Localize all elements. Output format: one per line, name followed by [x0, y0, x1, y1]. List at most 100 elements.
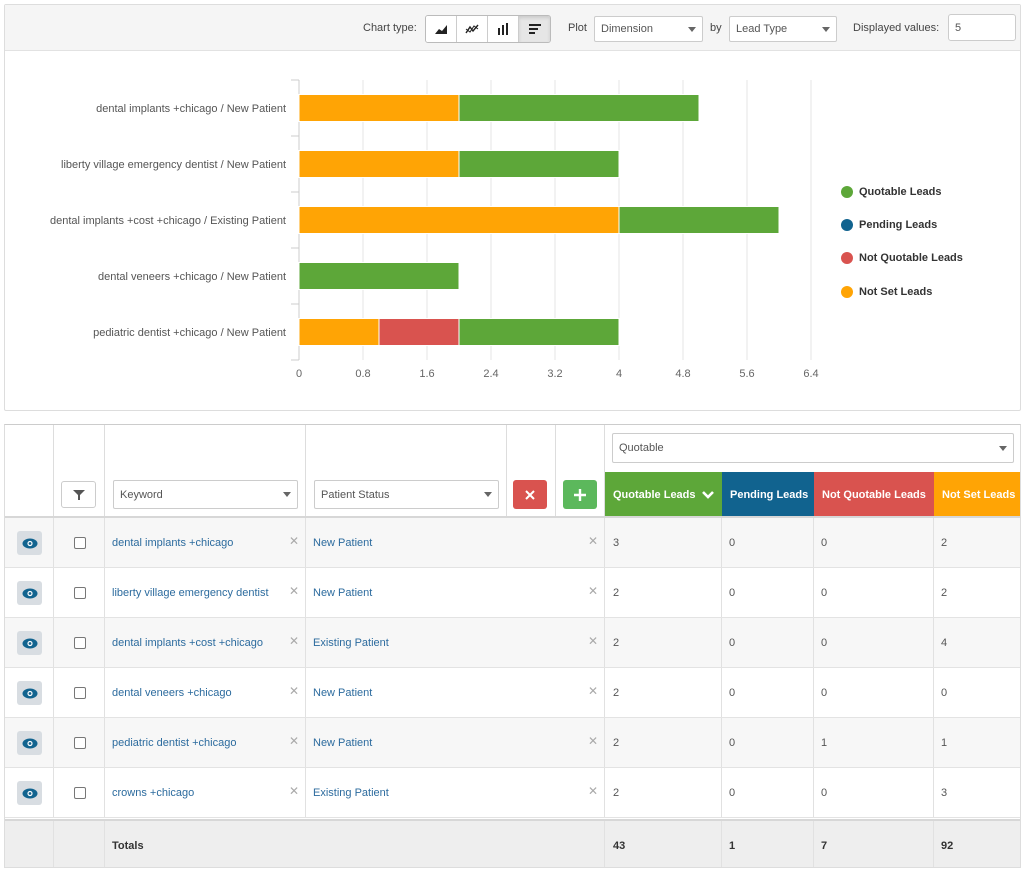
bar-segment[interactable]: [458, 318, 620, 346]
quotable-value: 2: [613, 687, 620, 699]
patient-status-link[interactable]: New Patient: [313, 737, 373, 749]
header-not-quotable-leads[interactable]: Not Quotable Leads: [814, 472, 934, 517]
row-checkbox[interactable]: [74, 537, 86, 549]
clear-keyword-icon[interactable]: ✕: [289, 634, 300, 648]
patient-status-link[interactable]: Existing Patient: [313, 787, 389, 799]
keyword-link[interactable]: dental implants +cost +chicago: [112, 637, 264, 649]
legend-label-quotable: Quotable Leads: [859, 185, 942, 198]
row-checkbox[interactable]: [74, 737, 86, 749]
bar-segment[interactable]: [378, 318, 460, 346]
keyword-link[interactable]: liberty village emergency dentist: [112, 587, 269, 599]
x-tick-label: 4: [616, 368, 622, 380]
pending-value: 0: [729, 537, 736, 549]
header-pending-leads[interactable]: Pending Leads: [722, 472, 814, 517]
filter-button[interactable]: [61, 481, 96, 508]
column-chart-button[interactable]: [488, 16, 519, 42]
quotable-value: 3: [613, 537, 620, 549]
patient-status-select[interactable]: Patient Status: [314, 480, 499, 509]
header-quotable-leads[interactable]: Quotable Leads: [605, 472, 722, 517]
line-chart-button[interactable]: [457, 16, 488, 42]
totals-row: Totals 43 1 7 92: [5, 819, 1020, 867]
plus-icon: [574, 488, 586, 501]
close-icon: [525, 489, 535, 500]
metric-group-select[interactable]: Quotable: [612, 433, 1014, 463]
keyword-select-value: Keyword: [120, 488, 163, 501]
bar-segment[interactable]: [618, 206, 780, 234]
chevron-down-icon: [283, 492, 291, 497]
group-by-select[interactable]: Lead Type: [729, 16, 837, 42]
chart-panel: Chart type: Plot Dimension by Lead Type: [4, 4, 1021, 411]
bar-segment[interactable]: [458, 150, 620, 178]
view-details-button[interactable]: [17, 731, 42, 755]
displayed-values-label: Displayed values:: [853, 22, 940, 34]
keyword-link[interactable]: dental veneers +chicago: [112, 687, 232, 699]
column-chart-icon: [498, 23, 508, 35]
view-details-button[interactable]: [17, 631, 42, 655]
remove-dimension-button[interactable]: [513, 480, 547, 509]
legend-item-quotable[interactable]: Quotable Leads: [841, 175, 963, 208]
patient-status-link[interactable]: New Patient: [313, 587, 373, 599]
keyword-link[interactable]: pediatric dentist +chicago: [112, 737, 237, 749]
clear-keyword-icon[interactable]: ✕: [289, 734, 300, 748]
by-label: by: [710, 22, 722, 34]
clear-status-icon[interactable]: ✕: [588, 684, 599, 698]
eye-icon: [22, 638, 38, 649]
view-details-button[interactable]: [17, 531, 42, 555]
clear-keyword-icon[interactable]: ✕: [289, 584, 300, 598]
patient-status-link[interactable]: New Patient: [313, 687, 373, 699]
patient-status-link[interactable]: New Patient: [313, 537, 373, 549]
displayed-values-input[interactable]: 5: [948, 14, 1016, 41]
area-chart-button[interactable]: [426, 16, 457, 42]
clear-status-icon[interactable]: ✕: [588, 734, 599, 748]
bar-segment[interactable]: [298, 150, 460, 178]
chart-toolbar: Chart type: Plot Dimension by Lead Type: [5, 5, 1020, 51]
bar-segment[interactable]: [298, 206, 620, 234]
table-row: liberty village emergency dentist ✕ New Pa…: [5, 568, 1020, 618]
clear-keyword-icon[interactable]: ✕: [289, 684, 300, 698]
keyword-select[interactable]: Keyword: [113, 480, 298, 509]
chart-type-button-group: [425, 15, 551, 43]
header-not-set-label: Not Set Leads: [942, 488, 1016, 501]
line-chart-icon: [465, 24, 479, 34]
row-checkbox[interactable]: [74, 587, 86, 599]
clear-keyword-icon[interactable]: ✕: [289, 784, 300, 798]
chevron-down-icon: [999, 445, 1007, 451]
not-set-value: 4: [941, 637, 948, 649]
legend-item-pending[interactable]: Pending Leads: [841, 208, 963, 241]
view-details-button[interactable]: [17, 681, 42, 705]
legend-item-not-quotable[interactable]: Not Quotable Leads: [841, 242, 963, 275]
row-checkbox[interactable]: [74, 787, 86, 799]
clear-status-icon[interactable]: ✕: [588, 534, 599, 548]
bar-segment[interactable]: [298, 318, 380, 346]
header-not-set-leads[interactable]: Not Set Leads: [934, 472, 1020, 517]
keyword-link[interactable]: crowns +chicago: [112, 787, 195, 799]
bar-chart-icon: [528, 24, 541, 34]
x-tick-label: 1.6: [419, 368, 434, 380]
legend-item-not-set[interactable]: Not Set Leads: [841, 275, 963, 308]
row-checkbox[interactable]: [74, 687, 86, 699]
legend-label-not-set: Not Set Leads: [859, 285, 933, 298]
sort-desc-icon: [701, 490, 714, 499]
stacked-bar-chart: 0 0.8 1.6 2.4 3.2 4 4.8 5.6 6.4 dental implants +…: [50, 79, 819, 380]
keyword-link[interactable]: dental implants +chicago: [112, 537, 234, 549]
clear-status-icon[interactable]: ✕: [588, 784, 599, 798]
not-quotable-value: 0: [821, 637, 828, 649]
view-details-button[interactable]: [17, 581, 42, 605]
bar-segment[interactable]: [458, 94, 700, 122]
legend-dot-pending: [841, 218, 853, 231]
clear-keyword-icon[interactable]: ✕: [289, 534, 300, 548]
row-checkbox[interactable]: [74, 637, 86, 649]
plot-select-value: Dimension: [601, 23, 653, 35]
plot-select[interactable]: Dimension: [594, 16, 703, 42]
bar-chart-button[interactable]: [519, 16, 550, 42]
view-details-button[interactable]: [17, 781, 42, 805]
clear-status-icon[interactable]: ✕: [588, 584, 599, 598]
y-category-label: pediatric dentist +chicago / New Patient: [93, 327, 286, 339]
header-divider: [5, 516, 1020, 518]
clear-status-icon[interactable]: ✕: [588, 634, 599, 648]
patient-status-link[interactable]: Existing Patient: [313, 637, 389, 649]
add-dimension-button[interactable]: [563, 480, 597, 509]
bar-segment[interactable]: [298, 262, 460, 290]
y-category-label: dental veneers +chicago / New Patient: [98, 271, 286, 283]
bar-segment[interactable]: [298, 94, 460, 122]
